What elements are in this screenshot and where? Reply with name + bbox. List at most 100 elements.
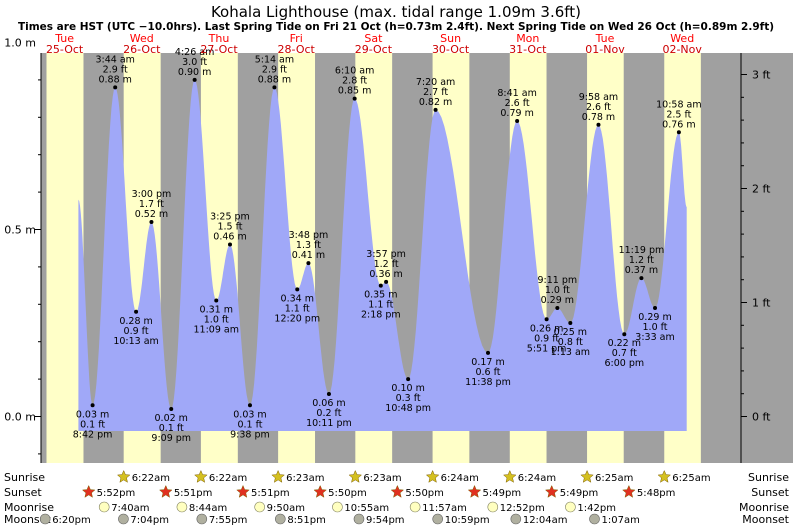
tide-m-label: 0.29 m [638,312,671,323]
sunset-time: 5:50pm [405,488,444,499]
tide-point [622,332,627,337]
tide-time-label: 11:19 pm [619,245,665,256]
sunset-icon [622,484,636,498]
sunset-time: 5:49pm [560,488,599,499]
tide-m-label: 0.82 m [419,97,452,108]
tide-time-label: 3:44 am [95,54,134,65]
moonset-time: 6:20pm [52,515,91,525]
sunset-time: 5:49pm [483,488,522,499]
tide-ft-label: 0.1 ft [159,423,184,434]
sunset-icon [236,484,250,498]
tide-m-label: 0.88 m [258,74,291,85]
tide-point [214,298,219,303]
tide-m-label: 0.85 m [338,86,371,97]
moonrise-icon [332,501,343,513]
tide-m-label: 0.02 m [155,413,188,424]
tide-m-label: 0.26 m [530,323,563,334]
date-label: 26-Oct [123,43,161,56]
moonrise-time: 7:40am [111,503,149,514]
tide-point [676,130,681,135]
sunrise-icon [580,469,594,483]
moonrise-icon [98,501,110,513]
sunset-icon [158,484,173,498]
sunset-icon [544,484,559,498]
tide-m-label: 0.35 m [364,290,397,301]
tide-time-label: 10:48 pm [385,403,431,414]
moonrise-icon [487,501,499,513]
tide-ft-label: 0.1 ft [237,419,262,430]
tide-point [433,107,438,112]
tide-time-label: 11:38 pm [465,377,511,388]
date-label: 29-Oct [355,43,393,56]
tide-ft-label: 1.7 ft [139,199,164,210]
tide-ft-label: 2.9 ft [262,64,287,75]
tide-point [113,85,118,90]
tide-m-label: 0.88 m [98,74,131,85]
sunrise-icon [657,469,672,483]
moonset-time: 12:04am [523,515,568,525]
tide-ft-label: 0.9 ft [124,326,149,337]
tide-ft-label: 1.1 ft [285,303,310,314]
moonrise-icon [254,501,265,513]
moonset-time: 7:55pm [209,515,248,525]
moonrise-icon [409,501,421,513]
tide-m-label: 0.10 m [391,383,424,394]
tide-time-label: 5:51 pm [527,343,567,354]
tide-time-label: 9:11 pm [538,275,578,286]
tide-point [192,77,197,82]
tide-point [544,317,549,322]
sunrise-icon [425,469,440,483]
moonrise-time: 9:50am [267,503,305,514]
tide-time-label: 6:10 am [335,66,374,77]
moonset-time: 7:04pm [130,515,169,525]
tide-m-label: 0.90 m [178,67,211,78]
tide-m-label: 0.34 m [281,293,314,304]
tide-time-label: 7:20 am [416,77,455,88]
tide-labels: 0.03 m0.1 ft8:42 pm3:44 am2.9 ft0.88 m0.… [73,47,702,444]
tide-time-label: 11:09 am [194,325,239,336]
tide-ft-label: 1.1 ft [368,300,393,311]
tide-ft-label: 1.0 ft [204,315,229,326]
tide-ft-label: 1.2 ft [629,255,654,266]
tide-time-label: 10:11 pm [306,418,352,429]
sunset-time: 5:50pm [328,488,367,499]
tide-time-label: 3:25 pm [210,211,250,222]
row-label-left: Sunrise [4,471,45,484]
tide-ft-label: 2.6 ft [586,102,611,113]
right-tick-label: 3 ft [752,69,771,82]
tide-time-label: 8:42 pm [73,429,113,440]
day-of-week-label: Wed [670,32,694,45]
tide-point [247,403,252,408]
day-of-week-label: Sat [364,32,383,45]
tide-ft-label: 3.0 ft [182,57,207,68]
tide-m-label: 0.31 m [200,305,233,316]
tide-point [384,279,389,284]
row-label-left: Sunset [4,486,42,499]
day-of-week-label: Mon [516,32,539,45]
tide-area [78,79,687,432]
sunset-icon [390,484,405,498]
tide-ft-label: 0.2 ft [316,408,341,419]
date-label: 25-Oct [46,43,84,56]
tide-ft-label: 2.7 ft [423,87,448,98]
sunrise-icon [116,469,131,483]
moonset-time: 1:07am [602,515,640,525]
tide-ft-label: 0.8 ft [558,337,583,348]
left-tick-label: 0.5 m [4,224,36,237]
tide-point [352,96,357,101]
date-label: 31-Oct [509,43,547,56]
sunrise-time: 6:22am [132,473,170,484]
left-tick-label: 1.0 m [4,37,36,50]
sunset-icon [81,484,96,498]
axes: 0.0 m 0.5 m 1.0 m 0 ft 1 ft 2 ft 3 ft [4,37,771,463]
date-label: 27-Oct [200,43,238,56]
moonrise-time: 1:42pm [577,503,616,514]
sunrise-time: 6:24am [441,473,479,484]
tide-ft-label: 1.5 ft [217,221,242,232]
tide-m-label: 0.28 m [119,316,152,327]
sunrise-icon [194,469,208,483]
moonset-icon [353,513,365,525]
tide-m-label: 0.06 m [312,398,345,409]
tide-m-label: 0.52 m [135,209,168,220]
